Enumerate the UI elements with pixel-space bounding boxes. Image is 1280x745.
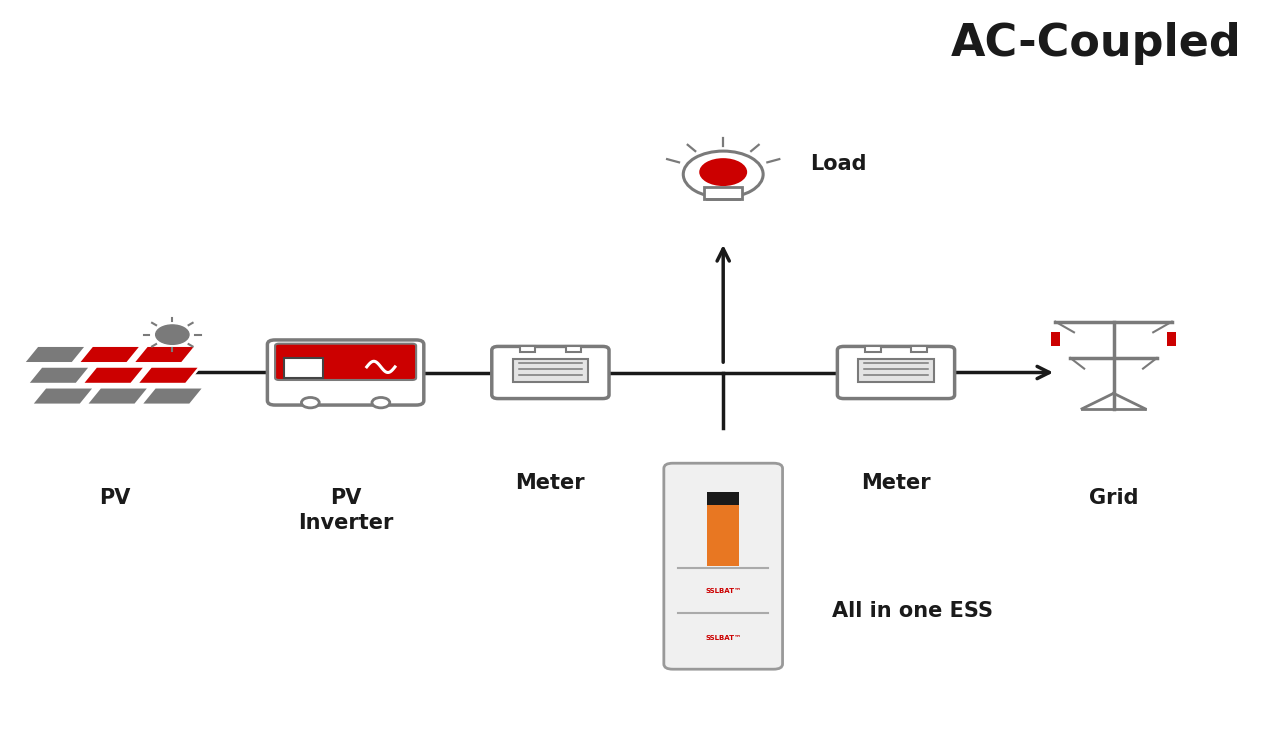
FancyBboxPatch shape [268, 340, 424, 405]
Text: PV: PV [100, 488, 131, 508]
Bar [566, 346, 581, 352]
Polygon shape [141, 387, 205, 405]
Circle shape [156, 325, 189, 344]
Text: All in one ESS: All in one ESS [832, 601, 993, 621]
FancyBboxPatch shape [492, 346, 609, 399]
FancyBboxPatch shape [664, 463, 782, 669]
Text: Meter: Meter [516, 473, 585, 493]
Circle shape [372, 398, 390, 408]
FancyBboxPatch shape [837, 346, 955, 399]
Polygon shape [86, 387, 150, 405]
Polygon shape [133, 346, 196, 364]
Text: Grid: Grid [1089, 488, 1138, 508]
Text: Meter: Meter [861, 473, 931, 493]
Bar [284, 358, 323, 378]
Bar [911, 346, 927, 352]
Bar [1051, 332, 1060, 346]
Polygon shape [78, 346, 141, 364]
Bar [707, 492, 740, 505]
Circle shape [699, 158, 748, 186]
Text: SSLBAT™: SSLBAT™ [705, 635, 741, 641]
Text: PV
Inverter: PV Inverter [298, 488, 393, 533]
Bar [707, 505, 740, 566]
Bar [1167, 332, 1176, 346]
Polygon shape [23, 346, 87, 364]
Circle shape [684, 151, 763, 197]
Polygon shape [82, 367, 146, 384]
Bar [865, 346, 881, 352]
Polygon shape [137, 367, 200, 384]
Text: SSLBAT™: SSLBAT™ [705, 588, 741, 594]
Text: AC-Coupled: AC-Coupled [951, 22, 1242, 66]
Bar [513, 358, 588, 382]
Circle shape [301, 398, 319, 408]
Bar [520, 346, 535, 352]
FancyBboxPatch shape [275, 343, 416, 380]
Text: Load: Load [810, 154, 867, 174]
Polygon shape [27, 367, 91, 384]
Polygon shape [31, 387, 95, 405]
Bar [859, 358, 933, 382]
Bar [704, 187, 742, 200]
